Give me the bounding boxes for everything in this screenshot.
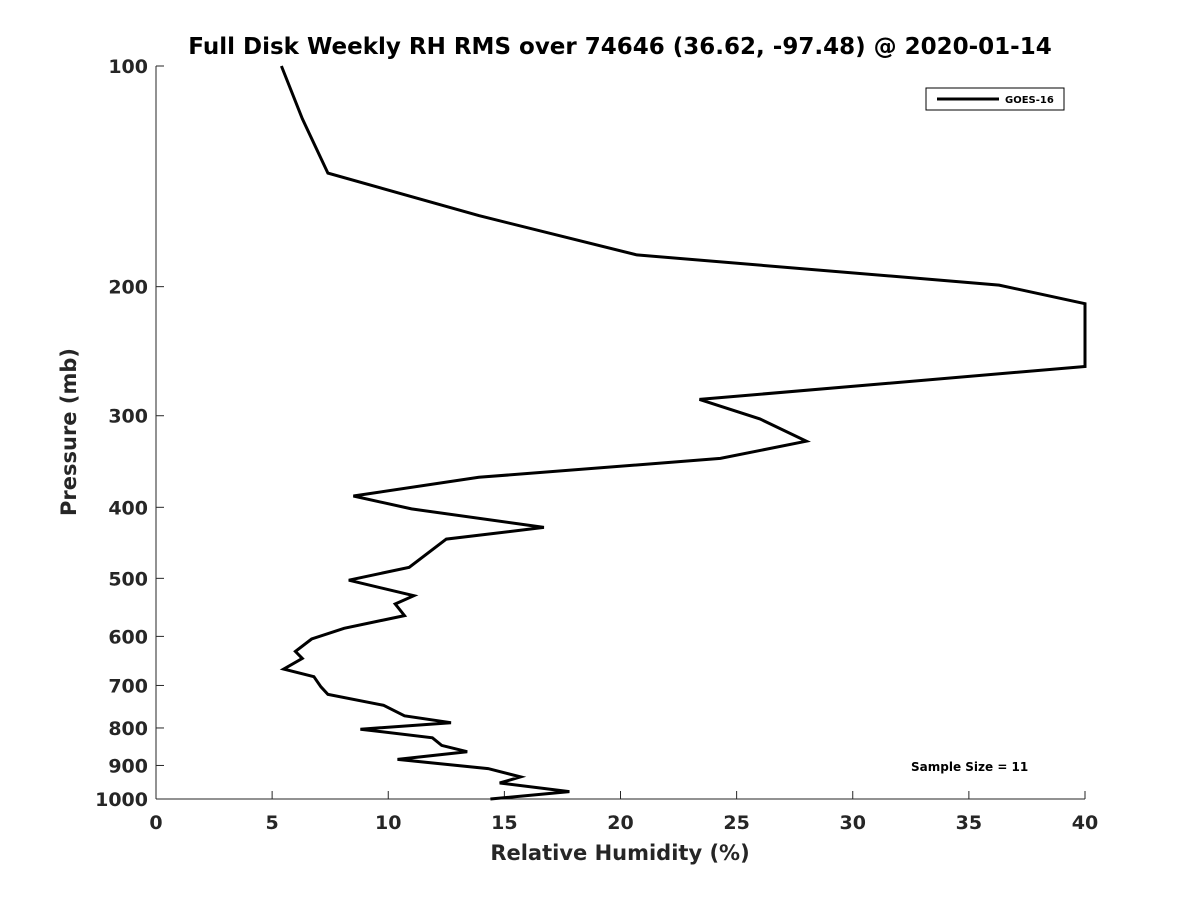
- legend: GOES-16: [925, 87, 1065, 111]
- y-tick-label: 1000: [95, 789, 148, 811]
- x-tick-label: 5: [266, 812, 279, 834]
- series-line-goes-16: [279, 65, 1087, 801]
- x-axis-label: Relative Humidity (%): [490, 841, 749, 865]
- y-axis-label: Pressure (mb): [57, 348, 81, 516]
- chart-title: Full Disk Weekly RH RMS over 74646 (36.6…: [188, 34, 1051, 60]
- y-tick-label: 800: [108, 718, 148, 740]
- y-tick-label: 200: [108, 277, 148, 299]
- y-tick-label: 400: [108, 497, 148, 519]
- x-tick-label: 40: [1072, 812, 1098, 834]
- x-axis-ticks: 0 5 10 15 20 25 30 35 40: [149, 791, 1098, 834]
- x-tick-label: 25: [723, 812, 749, 834]
- y-tick-label: 500: [108, 568, 148, 590]
- y-axis-ticks: 100 200 300 400 500 600 700 800 900 1000: [95, 56, 164, 811]
- x-tick-label: 10: [375, 812, 401, 834]
- x-tick-label: 15: [491, 812, 517, 834]
- legend-label: GOES-16: [1005, 95, 1054, 106]
- y-tick-label: 100: [108, 56, 148, 78]
- x-tick-label: 35: [956, 812, 982, 834]
- y-tick-label: 900: [108, 755, 148, 777]
- y-tick-label: 600: [108, 626, 148, 648]
- x-tick-label: 30: [840, 812, 866, 834]
- y-tick-label: 700: [108, 675, 148, 697]
- sample-size-annotation: Sample Size = 11: [911, 760, 1028, 774]
- x-tick-label: 0: [149, 812, 162, 834]
- x-tick-label: 20: [607, 812, 633, 834]
- series-group: [279, 65, 1087, 801]
- y-tick-label: 300: [108, 406, 148, 428]
